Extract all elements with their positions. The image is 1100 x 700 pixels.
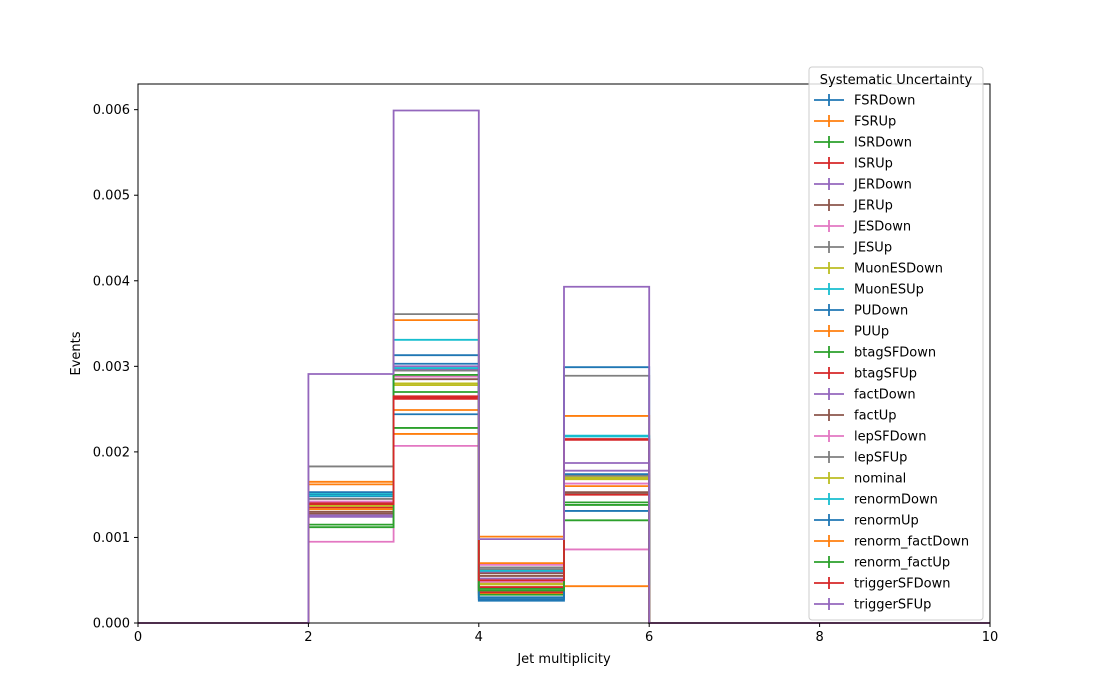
plot-frame: [137, 83, 991, 624]
legend-entry-PUUp: PUUp: [814, 325, 889, 340]
legend-label: MuonESDown: [854, 262, 943, 277]
x-tick-label: 6: [645, 630, 653, 645]
legend-label: lepSFUp: [854, 451, 907, 466]
legend-entry-MuonESUp: MuonESUp: [814, 283, 924, 298]
legend-label: factDown: [854, 388, 916, 403]
legend-label: JESUp: [853, 241, 892, 256]
legend-label: JERUp: [853, 199, 893, 214]
y-tick-label: 0.001: [93, 531, 130, 546]
legend-box: [808, 66, 984, 621]
legend-label: lepSFDown: [854, 430, 926, 445]
x-axis: 0 2 4 6 8 10: [134, 623, 998, 645]
legend-label: ISRDown: [854, 136, 912, 151]
x-tick-label: 4: [475, 630, 483, 645]
x-tick-label: 2: [304, 630, 312, 645]
legend-entry-MuonESDown: MuonESDown: [814, 262, 943, 277]
legend-entry-triggerSFDown: triggerSFDown: [814, 577, 950, 592]
legend-label: renorm_factDown: [854, 535, 969, 550]
legend-entry-factDown: factDown: [814, 388, 916, 403]
legend-label: MuonESUp: [854, 283, 924, 298]
legend-label: PUUp: [854, 325, 889, 340]
legend-entry-triggerSFUp: triggerSFUp: [814, 598, 931, 613]
y-tick-label: 0.006: [93, 103, 130, 118]
legend-label: renormDown: [854, 493, 938, 508]
legend-label: btagSFDown: [854, 346, 936, 361]
legend: Systematic Uncertainty FSRDown FSRUp ISRDo…: [808, 66, 984, 621]
legend-label: FSRDown: [854, 94, 915, 109]
legend-entry-btagSFDown: btagSFDown: [814, 346, 936, 361]
legend-label: ISRUp: [854, 157, 893, 172]
legend-entry-FSRDown: FSRDown: [814, 94, 915, 109]
legend-entry-lepSFDown: lepSFDown: [814, 430, 926, 445]
y-axis-label: Events: [69, 331, 84, 375]
y-tick-label: 0.003: [93, 360, 130, 375]
legend-label: JERDown: [853, 178, 912, 193]
legend-label: renorm_factUp: [854, 556, 950, 571]
legend-label: nominal: [854, 472, 906, 487]
legend-entry-renormDown: renormDown: [814, 493, 938, 508]
legend-label: factUp: [854, 409, 897, 424]
legend-entry-JESUp: JESUp: [814, 241, 892, 256]
legend-title: Systematic Uncertainty: [820, 73, 973, 88]
legend-entry-factUp: factUp: [814, 409, 897, 424]
legend-label: btagSFUp: [854, 367, 917, 382]
legend-entry-lepSFUp: lepSFUp: [814, 451, 907, 466]
legend-label: triggerSFDown: [854, 577, 950, 592]
x-tick-label: 8: [815, 630, 823, 645]
legend-entry-PUDown: PUDown: [814, 304, 908, 319]
legend-label: JESDown: [853, 220, 911, 235]
legend-entry-ISRDown: ISRDown: [814, 136, 912, 151]
legend-entry-renormUp: renormUp: [814, 514, 919, 529]
legend-entry-JERUp: JERUp: [814, 199, 893, 214]
y-axis: 0.000 0.001 0.002 0.003 0.004 0.005 0.006: [93, 103, 138, 632]
legend-entry-renorm_factDown: renorm_factDown: [814, 535, 969, 550]
legend-entry-ISRUp: ISRUp: [814, 157, 893, 172]
legend-entry-JESDown: JESDown: [814, 220, 911, 235]
legend-label: renormUp: [854, 514, 919, 529]
y-tick-label: 0.005: [93, 189, 130, 204]
legend-entry-JERDown: JERDown: [814, 178, 912, 193]
series-layer: [138, 109, 990, 624]
y-tick-label: 0.004: [93, 274, 130, 289]
y-tick-label: 0.002: [93, 445, 130, 460]
legend-entries: FSRDown FSRUp ISRDown ISRUp JERDown JERUp JESD…: [814, 94, 969, 613]
legend-entry-FSRUp: FSRUp: [814, 115, 896, 130]
x-axis-label: Jet multiplicity: [516, 652, 611, 667]
legend-label: FSRUp: [854, 115, 896, 130]
x-tick-label: 10: [982, 630, 999, 645]
legend-entry-nominal: nominal: [814, 472, 906, 487]
series-line-triggerSFUp: [138, 109, 990, 624]
x-tick-label: 0: [134, 630, 142, 645]
legend-label: PUDown: [854, 304, 908, 319]
legend-entry-btagSFUp: btagSFUp: [814, 367, 917, 382]
legend-entry-renorm_factUp: renorm_factUp: [814, 556, 950, 571]
y-tick-label: 0.000: [93, 617, 130, 632]
legend-label: triggerSFUp: [854, 598, 931, 613]
